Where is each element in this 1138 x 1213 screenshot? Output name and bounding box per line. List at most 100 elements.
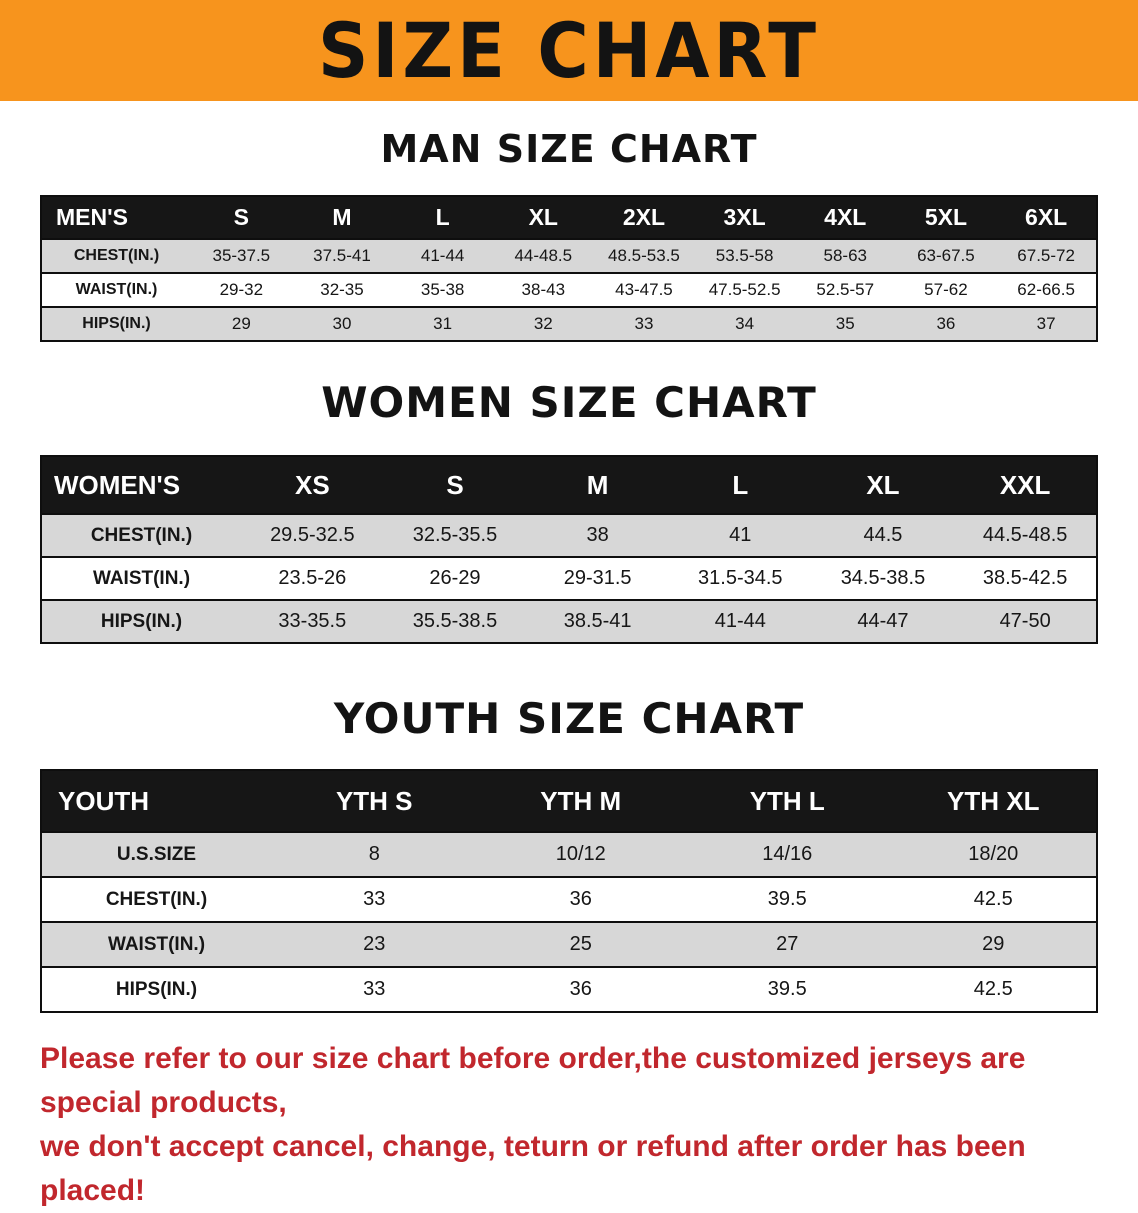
measurement-row-label: WAIST(IN.) — [41, 272, 191, 307]
disclaimer-line-2: we don't accept cancel, change, teturn o… — [40, 1130, 1026, 1207]
measurement-row: WAIST(IN.) 23.5-26 26-29 29-31.5 31.5-34.5 34… — [41, 556, 1097, 600]
measurement-row-label: CHEST(IN.) — [41, 513, 241, 557]
measurement-row: HIPS(IN.) 33-35.5 35.5-38.5 38.5-41 41-44 44-… — [41, 599, 1097, 643]
measurement-value-cell: 37 — [996, 306, 1097, 341]
measurement-value-cell: 38.5-42.5 — [954, 556, 1097, 600]
measurement-value-cell: 53.5-58 — [694, 238, 795, 273]
youth-section-heading: YOUTH SIZE CHART — [333, 694, 805, 743]
measurement-row: CHEST(IN.) 29.5-32.5 32.5-35.5 38 41 44.5 44.5… — [41, 513, 1097, 557]
measurement-value-cell: 63-67.5 — [895, 238, 997, 273]
measurement-value-cell: 31.5-34.5 — [668, 556, 812, 600]
size-column-header: 4XL — [824, 204, 867, 230]
measurement-value-cell: 44-48.5 — [492, 238, 594, 273]
measurement-value-cell: 39.5 — [684, 876, 891, 922]
measurement-value-cell: 33 — [271, 966, 478, 1012]
measurement-value-cell: 62-66.5 — [996, 272, 1097, 307]
measurement-row: HIPS(IN.) 33 36 39.5 42.5 — [41, 966, 1097, 1012]
disclaimer: Please refer to our size chart before or… — [0, 1037, 1138, 1213]
size-column-header: XS — [294, 469, 330, 500]
measurement-value-cell: 29.5-32.5 — [241, 513, 384, 557]
measurement-value-cell: 42.5 — [890, 966, 1097, 1012]
size-column-header: M — [586, 469, 609, 500]
size-column-header: XXL — [999, 469, 1051, 500]
table-group-label: YOUTH — [58, 785, 149, 816]
measurement-value-cell: 30 — [291, 306, 393, 341]
size-column-header: S — [446, 469, 464, 500]
measurement-value-cell: 67.5-72 — [996, 238, 1097, 273]
size-column-header: XL — [528, 204, 558, 230]
table-header-row: YOUTH YTH S YTH M YTH L YTH XL — [41, 770, 1097, 832]
size-column-header: YTH M — [540, 785, 622, 816]
measurement-value-cell: 29-32 — [191, 272, 292, 307]
size-column-header: YTH S — [335, 785, 413, 816]
men-section: MAN SIZE CHART MEN'S S M L XL 2XL 3XL 4XL 5XL 6XL… — [0, 127, 1138, 342]
size-column-header: YTH XL — [947, 785, 1040, 816]
measurement-value-cell: 36 — [477, 966, 684, 1012]
measurement-value-cell: 33 — [271, 876, 478, 922]
size-column-header: XL — [866, 469, 900, 500]
youth-size-table: YOUTH YTH S YTH M YTH L YTH XL U.S.SIZE 8 10/12… — [40, 769, 1098, 1013]
men-section-heading: MAN SIZE CHART — [380, 127, 758, 171]
banner: SIZE CHART — [0, 0, 1138, 101]
measurement-value-cell: 38 — [526, 513, 669, 557]
measurement-row-label: WAIST(IN.) — [41, 921, 271, 967]
measurement-value-cell: 58-63 — [794, 238, 896, 273]
women-size-table: WOMEN'S XS S M L XL XXL CHEST(IN.) 29.5-32.5 32.5… — [40, 455, 1098, 644]
measurement-row: CHEST(IN.) 35-37.5 37.5-41 41-44 44-48.5 48.5… — [41, 238, 1097, 273]
measurement-value-cell: 14/16 — [684, 831, 891, 877]
women-section-heading: WOMEN SIZE CHART — [321, 378, 817, 427]
measurement-row-label: HIPS(IN.) — [41, 599, 241, 643]
measurement-row-label: U.S.SIZE — [41, 831, 271, 877]
measurement-value-cell: 27 — [684, 921, 891, 967]
size-column-header: L — [732, 469, 749, 500]
size-column-header: YTH L — [749, 785, 825, 816]
measurement-value-cell: 36 — [477, 876, 684, 922]
measurement-value-cell: 47-50 — [954, 599, 1097, 643]
measurement-value-cell: 18/20 — [890, 831, 1097, 877]
measurement-value-cell: 32.5-35.5 — [383, 513, 527, 557]
table-header-row: MEN'S S M L XL 2XL 3XL 4XL 5XL 6XL — [41, 196, 1097, 239]
measurement-value-cell: 8 — [271, 831, 478, 877]
table-group-label: WOMEN'S — [54, 469, 181, 500]
measurement-value-cell: 32-35 — [291, 272, 393, 307]
measurement-row-label: CHEST(IN.) — [41, 238, 191, 273]
disclaimer-line-1: Please refer to our size chart before or… — [40, 1042, 1026, 1119]
size-column-header: 5XL — [924, 204, 968, 230]
measurement-value-cell: 41-44 — [392, 238, 493, 273]
measurement-value-cell: 38-43 — [492, 272, 594, 307]
measurement-value-cell: 35-38 — [392, 272, 493, 307]
measurement-value-cell: 43-47.5 — [593, 272, 695, 307]
measurement-value-cell: 47.5-52.5 — [694, 272, 795, 307]
measurement-value-cell: 57-62 — [895, 272, 997, 307]
measurement-value-cell: 36 — [895, 306, 997, 341]
measurement-row: WAIST(IN.) 23 25 27 29 — [41, 921, 1097, 967]
size-column-header: L — [435, 204, 450, 230]
size-column-header: 2XL — [622, 204, 666, 230]
measurement-value-cell: 29 — [890, 921, 1097, 967]
measurement-value-cell: 32 — [492, 306, 594, 341]
size-column-header: 3XL — [723, 204, 766, 230]
measurement-row: HIPS(IN.) 29 30 31 32 33 34 35 36 37 — [41, 306, 1097, 341]
measurement-value-cell: 41 — [668, 513, 812, 557]
measurement-value-cell: 31 — [392, 306, 493, 341]
measurement-value-cell: 29-31.5 — [526, 556, 669, 600]
table-header-row: WOMEN'S XS S M L XL XXL — [41, 456, 1097, 514]
size-column-header: 6XL — [1025, 204, 1068, 230]
table-group-label: MEN'S — [56, 204, 128, 230]
measurement-value-cell: 42.5 — [890, 876, 1097, 922]
measurement-value-cell: 44-47 — [811, 599, 955, 643]
measurement-row-label: CHEST(IN.) — [41, 876, 271, 922]
measurement-value-cell: 29 — [191, 306, 292, 341]
measurement-value-cell: 25 — [477, 921, 684, 967]
measurement-value-cell: 33-35.5 — [241, 599, 384, 643]
measurement-row: CHEST(IN.) 33 36 39.5 42.5 — [41, 876, 1097, 922]
measurement-value-cell: 33 — [593, 306, 695, 341]
measurement-value-cell: 44.5-48.5 — [954, 513, 1097, 557]
measurement-row-label: HIPS(IN.) — [41, 966, 271, 1012]
measurement-value-cell: 48.5-53.5 — [593, 238, 695, 273]
youth-section: YOUTH SIZE CHART YOUTH YTH S YTH M YTH L YTH… — [0, 694, 1138, 1013]
measurement-row-label: WAIST(IN.) — [41, 556, 241, 600]
measurement-value-cell: 34 — [694, 306, 795, 341]
measurement-value-cell: 37.5-41 — [291, 238, 393, 273]
